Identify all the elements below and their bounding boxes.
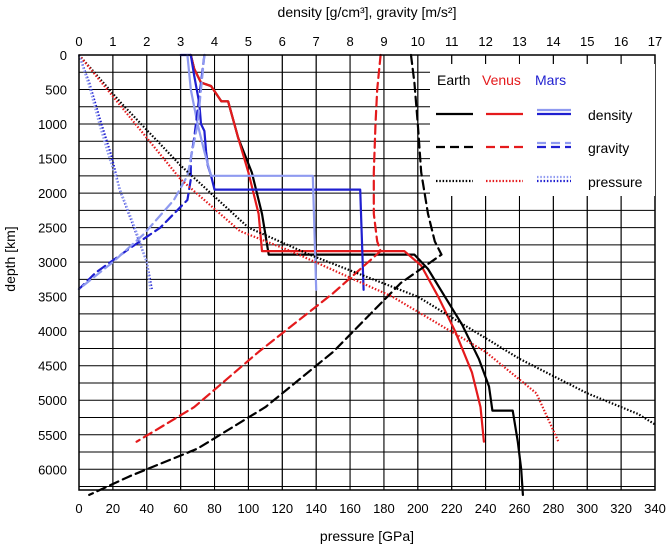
left-tick-label: 3500 bbox=[38, 290, 67, 305]
series-line-mars-density-second-model bbox=[186, 53, 318, 291]
legend-planet-earth: Earth bbox=[437, 72, 470, 88]
top-tick-label: 7 bbox=[313, 34, 320, 49]
bottom-tick-label: 220 bbox=[441, 501, 463, 516]
top-axis-label: density [g/cm³], gravity [m/s²] bbox=[278, 4, 457, 20]
plot-frame bbox=[78, 54, 656, 491]
top-tick-label: 13 bbox=[512, 34, 526, 49]
bottom-tick-label: 100 bbox=[238, 501, 260, 516]
top-tick-label: 5 bbox=[245, 34, 252, 49]
left-tick-label: 5000 bbox=[38, 393, 67, 408]
series-line-mars-pressure-second-model bbox=[77, 54, 152, 290]
left-tick-label: 4500 bbox=[38, 359, 67, 374]
left-tick-label: 500 bbox=[45, 83, 67, 98]
bottom-tick-label: 40 bbox=[140, 501, 154, 516]
legend-row-pressure: pressure bbox=[588, 174, 643, 190]
left-tick-label: 3000 bbox=[38, 255, 67, 270]
top-axis-ticks: 0 1 2 3 4 5 6 7 8 9 10 11 12 13 14 15 16 17 bbox=[75, 34, 662, 49]
left-tick-label: 4000 bbox=[38, 324, 67, 339]
legend-row-gravity: gravity bbox=[588, 140, 629, 156]
left-tick-label: 6000 bbox=[38, 462, 67, 477]
left-tick-label: 0 bbox=[60, 48, 67, 63]
series-line-venus-gravity bbox=[135, 53, 382, 443]
bottom-tick-label: 0 bbox=[75, 501, 82, 516]
top-tick-label: 15 bbox=[580, 34, 594, 49]
top-tick-label: 11 bbox=[445, 34, 459, 49]
bottom-tick-label: 320 bbox=[610, 501, 632, 516]
top-tick-label: 8 bbox=[346, 34, 353, 49]
series-line-earth-pressure bbox=[78, 54, 656, 426]
series-line-venus-density bbox=[189, 53, 485, 443]
legend-planet-venus: Venus bbox=[482, 72, 521, 88]
series-line-mars-pressure bbox=[77, 54, 153, 290]
bottom-tick-label: 200 bbox=[407, 501, 429, 516]
bottom-tick-label: 60 bbox=[173, 501, 187, 516]
legend-swatches bbox=[436, 108, 571, 183]
bottom-tick-label: 120 bbox=[271, 501, 293, 516]
series-line-earth-gravity bbox=[88, 53, 443, 496]
top-tick-label: 0 bbox=[75, 34, 82, 49]
top-tick-label: 4 bbox=[211, 34, 218, 49]
left-tick-label: 2000 bbox=[38, 186, 67, 201]
bottom-tick-label: 280 bbox=[543, 501, 565, 516]
legend-planet-mars: Mars bbox=[535, 72, 566, 88]
bottom-tick-label: 300 bbox=[576, 501, 598, 516]
left-tick-label: 1000 bbox=[38, 117, 67, 132]
top-tick-label: 9 bbox=[380, 34, 387, 49]
top-tick-label: 14 bbox=[546, 34, 560, 49]
legend-background bbox=[430, 64, 655, 196]
legend: Earth Venus Mars density gravity pressur… bbox=[430, 64, 655, 196]
bottom-tick-label: 340 bbox=[644, 501, 666, 516]
left-tick-label: 2500 bbox=[38, 221, 67, 236]
top-tick-label: 3 bbox=[177, 34, 184, 49]
bottom-axis-label: pressure [GPa] bbox=[320, 528, 414, 544]
left-tick-label: 1500 bbox=[38, 152, 67, 167]
series-line-mars-density bbox=[179, 53, 365, 291]
legend-row-density: density bbox=[588, 107, 632, 123]
bottom-tick-label: 20 bbox=[106, 501, 120, 516]
top-tick-label: 16 bbox=[614, 34, 628, 49]
top-tick-label: 1 bbox=[109, 34, 116, 49]
bottom-tick-label: 180 bbox=[373, 501, 395, 516]
top-tick-label: 10 bbox=[411, 34, 425, 49]
top-tick-label: 17 bbox=[648, 34, 662, 49]
top-tick-label: 12 bbox=[478, 34, 492, 49]
bottom-tick-label: 160 bbox=[339, 501, 361, 516]
top-tick-label: 6 bbox=[279, 34, 286, 49]
series-line-mars-gravity-second-model bbox=[77, 53, 206, 291]
bottom-axis-ticks: 0 20 40 60 80 100 120 140 160 180 200 220 240 260 280 3… bbox=[75, 501, 665, 516]
series-line-mars-gravity bbox=[77, 53, 206, 291]
bottom-tick-label: 240 bbox=[475, 501, 497, 516]
bottom-tick-label: 140 bbox=[305, 501, 327, 516]
top-tick-label: 2 bbox=[143, 34, 150, 49]
series-line-venus-pressure bbox=[78, 54, 560, 443]
left-tick-label: 5500 bbox=[38, 428, 67, 443]
left-axis-label: depth [km] bbox=[2, 226, 18, 291]
left-axis-ticks: 0 500 1000 1500 2000 2500 3000 3500 4000 4500 5000… bbox=[38, 48, 67, 477]
series-layer bbox=[77, 53, 656, 496]
bottom-tick-label: 260 bbox=[509, 501, 531, 516]
bottom-tick-label: 80 bbox=[207, 501, 221, 516]
